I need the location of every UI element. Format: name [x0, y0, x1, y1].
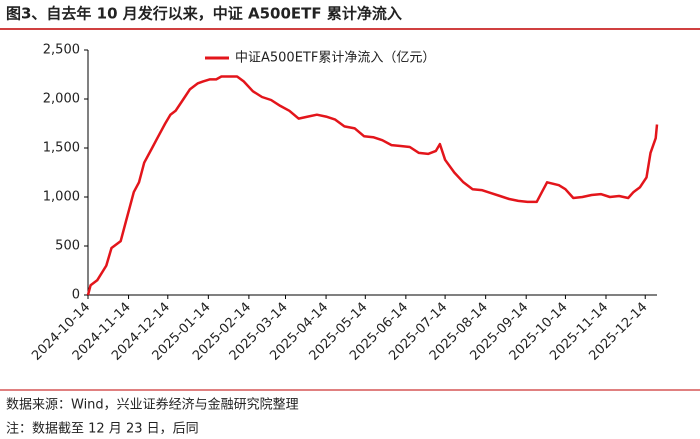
y-tick-label: 2,500: [43, 43, 80, 58]
source: 数据来源：Wind，兴业证券经济与金融研究院整理: [6, 397, 299, 413]
note: 注：数据截至 12 月 23 日，后同: [6, 422, 199, 437]
data-line: [86, 75, 659, 296]
y-tick-label: 1,000: [43, 190, 80, 205]
y-tick-label: 2,000: [43, 92, 80, 107]
y-tick-label: 1,500: [43, 141, 80, 156]
chart-title: 图3、自去年 10 月发行以来，中证 A500ETF 累计净流入: [6, 5, 402, 23]
y-tick-label: 500: [55, 239, 80, 254]
legend-label: 中证A500ETF累计净流入（亿元）: [235, 51, 435, 66]
y-tick-label: 0: [72, 288, 80, 303]
